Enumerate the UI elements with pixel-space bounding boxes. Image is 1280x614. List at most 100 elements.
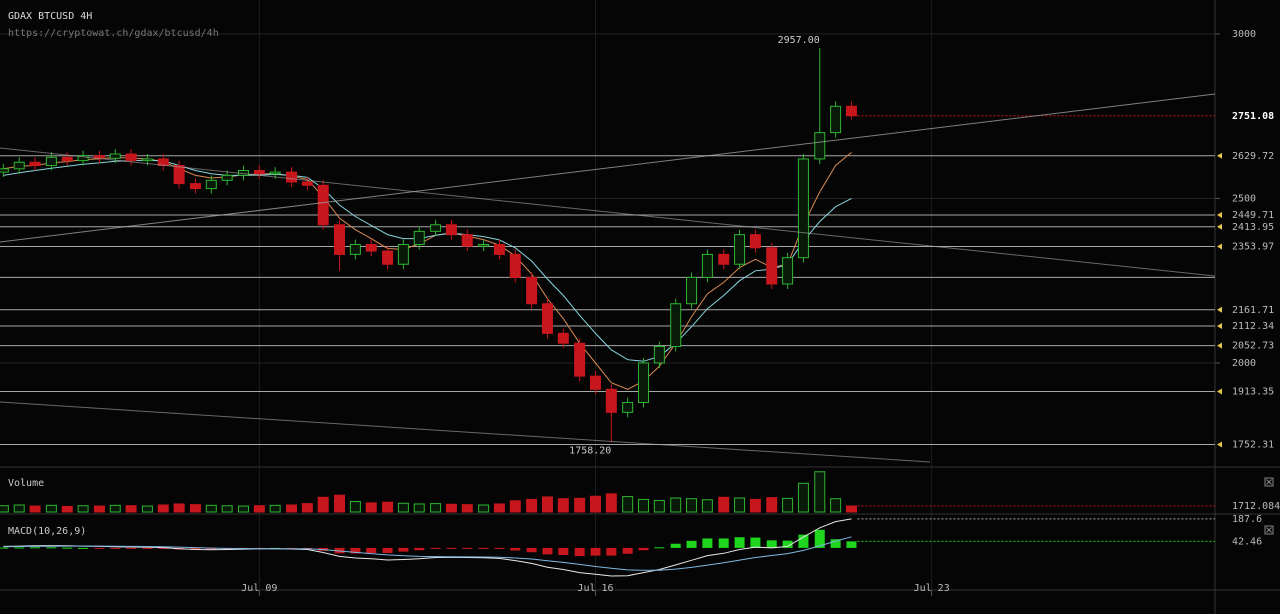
macd-histogram-bar (398, 547, 409, 552)
candle-body (365, 244, 377, 252)
candle-body (686, 276, 698, 305)
candle-body (670, 303, 682, 348)
level-label: 2112.34 (1232, 321, 1274, 332)
y-tick-label: 3000 (1232, 29, 1256, 40)
candle-body (638, 362, 650, 403)
macd-histogram-bar (590, 547, 601, 556)
candle-body (445, 224, 457, 236)
macd-histogram-bar (158, 547, 169, 549)
macd-histogram-bar (782, 540, 793, 548)
volume-bar (605, 493, 617, 513)
macd-histogram-bar (846, 541, 857, 548)
level-label: 2353.97 (1232, 241, 1274, 252)
volume-bar (557, 498, 569, 513)
macd-histogram-bar (654, 547, 665, 549)
level-label: 2052.73 (1232, 341, 1274, 352)
macd-histogram-bar (14, 547, 25, 549)
close-button[interactable] (1264, 477, 1274, 487)
macd-title: MACD(10,26,9) (8, 526, 86, 537)
volume-bar (349, 501, 361, 513)
macd-histogram-bar (78, 547, 89, 549)
close-icon[interactable] (1266, 527, 1272, 533)
macd-histogram-bar (750, 537, 761, 548)
volume-bar (317, 496, 329, 513)
macd-histogram-bar (638, 547, 649, 551)
volume-bar (382, 501, 394, 513)
macd-histogram-bar (574, 547, 585, 557)
volume-bar (334, 494, 346, 513)
macd-histogram-bar (494, 547, 505, 549)
macd-histogram-bar (446, 547, 457, 549)
close-icon[interactable] (1266, 479, 1272, 485)
level-arrow (1217, 323, 1222, 330)
level-arrow (1217, 152, 1222, 159)
volume-bar (269, 504, 281, 513)
macd-histogram-bar (734, 537, 745, 548)
volume-bar (622, 496, 634, 513)
volume-bar (734, 497, 746, 513)
candle-body (734, 234, 746, 265)
macd-last-label: 187.6 (1232, 514, 1262, 525)
signal-line (3, 536, 852, 571)
macd-histogram-bar (606, 547, 617, 556)
candle-body (830, 105, 842, 134)
volume-last-label: 1712.0844 (1232, 501, 1280, 512)
volume-bar (638, 498, 650, 513)
macd-histogram-bar (0, 547, 9, 549)
volume-bar (205, 504, 217, 513)
candle-body (541, 303, 553, 334)
macd-histogram-bar (542, 547, 553, 555)
candle-body (301, 181, 313, 186)
volume-bar (93, 505, 105, 513)
macd-histogram-bar (110, 547, 121, 549)
candle-body (253, 169, 265, 175)
macd-histogram-bar (366, 547, 377, 554)
candle-body (413, 230, 425, 246)
candle-body (749, 234, 761, 249)
candle-body (77, 155, 89, 162)
volume-bar (430, 503, 442, 513)
macd-histogram-bar (382, 547, 393, 554)
volume-bar (797, 482, 809, 513)
volume-bar (686, 498, 698, 513)
volume-bar (173, 503, 185, 513)
volume-bar (509, 500, 521, 513)
volume-bar (718, 496, 730, 513)
candle-body (701, 253, 713, 278)
chart-subtitle: https://cryptowat.ch/gdax/btcusd/4h (8, 28, 219, 39)
volume-bar (45, 504, 57, 513)
level-arrow (1217, 223, 1222, 230)
volume-bar (301, 503, 313, 513)
candle-body (45, 156, 57, 167)
volume-bar (845, 505, 857, 513)
level-arrow (1217, 306, 1222, 313)
macd-histogram-bar (814, 529, 825, 548)
candle-body (782, 257, 794, 285)
volume-bar (365, 502, 377, 513)
candle-body (526, 276, 538, 305)
candle-body (317, 184, 329, 226)
macd-histogram-bar (430, 547, 441, 549)
candle-body (493, 244, 505, 255)
histogram-last-label: 42.46 (1232, 536, 1262, 547)
candle-body (334, 224, 346, 255)
candle-body (221, 174, 233, 181)
macd-histogram-bar (142, 547, 153, 549)
macd-histogram-bar (766, 540, 777, 548)
macd-histogram-bar (718, 538, 729, 548)
volume-bar (253, 505, 265, 513)
level-label: 1752.31 (1232, 439, 1274, 450)
volume-bar (141, 505, 153, 513)
macd-histogram-bar (798, 534, 809, 548)
candle-body (125, 153, 137, 162)
macd-histogram-bar (350, 547, 361, 554)
volume-bar (461, 504, 473, 513)
plot-layer: Jul 09 Jul 16 Jul 23 2000 2500 3000 2629.72 244… (0, 0, 1280, 596)
volume-bar (541, 496, 553, 513)
level-label: 2161.71 (1232, 305, 1274, 316)
candle-body (718, 253, 730, 265)
macd-histogram-bar (62, 547, 73, 549)
close-button[interactable] (1264, 525, 1274, 535)
chart-title: GDAX BTCUSD 4H (8, 11, 92, 22)
